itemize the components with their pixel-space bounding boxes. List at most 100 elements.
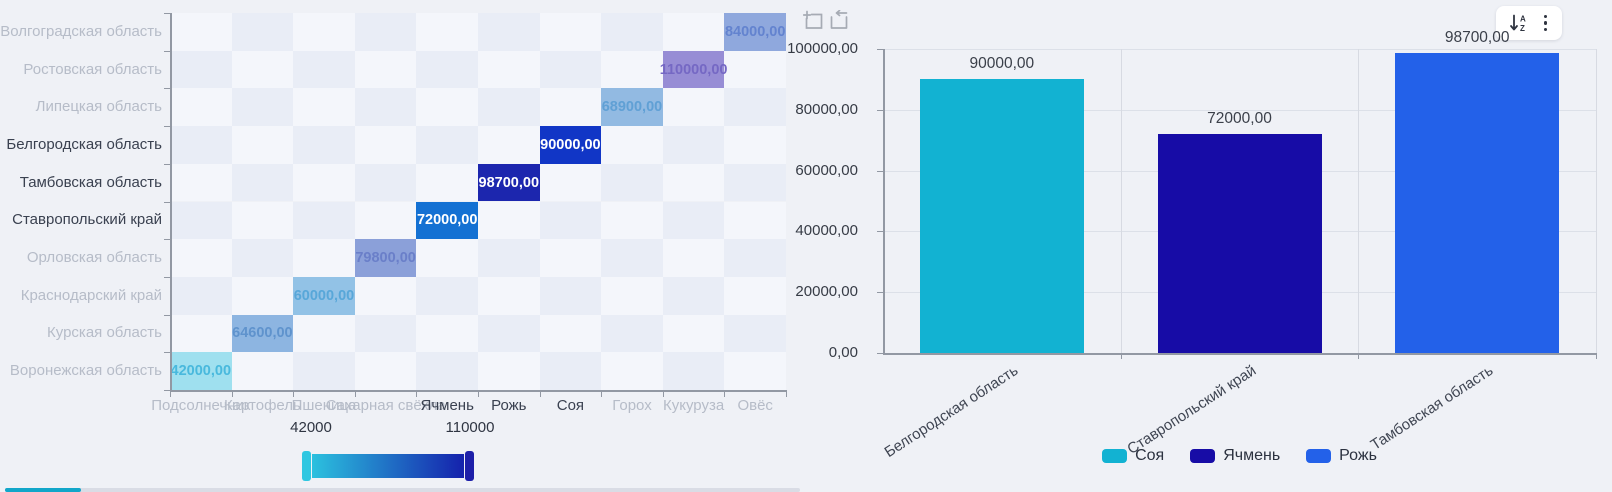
bar-chart-y-tick-label: 20000,00 xyxy=(795,283,858,301)
heatmap-row-label[interactable]: Орловская область xyxy=(26,249,162,267)
bar-chart-x-tick xyxy=(1120,354,1122,359)
heatmap-bg-cell xyxy=(539,314,602,353)
heatmap-bg-cell xyxy=(231,126,294,164)
heatmap-x-tick xyxy=(170,391,171,397)
heatmap-bg-cell xyxy=(231,163,294,202)
heatmap-column-label[interactable]: Сахарная свёкла xyxy=(325,397,446,414)
bar-chart-category-label[interactable]: Ставропольский край xyxy=(1123,362,1259,458)
bar-chart-y-tick-label: 60000,00 xyxy=(795,161,858,179)
bar-chart-category-label[interactable]: Тамбовская область xyxy=(1367,362,1497,454)
heatmap-bg-cell xyxy=(601,239,663,277)
bar-Рожь[interactable] xyxy=(1395,52,1560,353)
heatmap-bg-cell xyxy=(662,239,725,277)
heatmap-bg-cell xyxy=(601,13,663,51)
heatmap-row-label[interactable]: Липецкая область xyxy=(35,98,162,116)
legend-item-Рожь[interactable]: Рожь xyxy=(1306,447,1377,465)
heatmap-bg-cell xyxy=(416,163,478,202)
legend-item-Ячмень[interactable]: Ячмень xyxy=(1190,447,1280,465)
heatmap-bg-cell xyxy=(416,239,478,277)
visualmap-handle-max[interactable] xyxy=(465,451,474,481)
heatmap-bg-cell xyxy=(354,13,417,51)
heatmap-row-label[interactable]: Волгоградская область xyxy=(0,22,162,40)
heatmap-bg-cell xyxy=(539,352,602,390)
heatmap-column-label[interactable]: Соя xyxy=(556,397,585,414)
svg-text:A: A xyxy=(1520,15,1526,24)
heatmap-y-tick xyxy=(164,201,170,203)
heatmap-bg-cell xyxy=(170,88,232,127)
heatmap-bg-cell xyxy=(478,276,540,315)
heatmap-cell[interactable]: 84000,00 xyxy=(724,13,786,51)
heatmap-x-tick xyxy=(662,391,664,397)
heatmap-column-label[interactable]: Кукуруза xyxy=(662,397,725,414)
bar-Ячмень[interactable] xyxy=(1157,134,1322,353)
heatmap-cell[interactable]: 98700,00 xyxy=(478,163,540,202)
heatmap-column-label[interactable]: Пшеница xyxy=(291,397,357,414)
heatmap-column-label[interactable]: Горох xyxy=(612,397,652,414)
bar-chart-y-tick xyxy=(877,231,883,233)
visualmap-handle-min[interactable] xyxy=(302,451,311,481)
heatmap-column-label[interactable]: Овёс xyxy=(737,397,773,414)
heatmap-bg-cell xyxy=(416,314,478,353)
heatmap-bg-cell xyxy=(539,13,602,51)
bar-chart-splitline xyxy=(1120,49,1122,353)
heatmap-bg-cell xyxy=(539,201,602,240)
heatmap-column-label[interactable]: Подсолнечник xyxy=(151,397,251,414)
heatmap-row-label[interactable]: Белгородская область xyxy=(6,135,162,153)
heatmap-bg-cell xyxy=(354,314,417,353)
heatmap-bg-cell xyxy=(478,88,540,127)
heatmap-bg-cell xyxy=(539,88,602,127)
heatmap-cell[interactable]: 110000,00 xyxy=(660,50,727,89)
heatmap-row-label[interactable]: Воронежская область xyxy=(9,362,162,380)
heatmap-column-label[interactable]: Ячмень xyxy=(420,397,474,414)
heatmap-row-label[interactable]: Ростовская область xyxy=(23,60,162,78)
heatmap-cell[interactable]: 64600,00 xyxy=(231,314,294,353)
heatmap-cell[interactable]: 90000,00 xyxy=(539,126,602,164)
heatmap-scrollbar-track[interactable] xyxy=(5,488,800,492)
heatmap-bg-cell xyxy=(724,163,786,202)
heatmap-cell[interactable]: 79800,00 xyxy=(354,239,417,277)
heatmap-y-tick xyxy=(164,239,170,241)
legend-item-Соя[interactable]: Соя xyxy=(1102,447,1164,465)
heatmap-row-label[interactable]: Краснодарский край xyxy=(20,286,162,304)
heatmap-cell[interactable]: 42000,00 xyxy=(170,352,232,390)
heatmap-bg-cell xyxy=(170,13,232,51)
heatmap-bg-cell xyxy=(293,239,355,277)
heatmap-bg-cell xyxy=(416,13,478,51)
bar-value-label: 90000,00 xyxy=(969,55,1035,73)
bar-chart-y-tick-label: 40000,00 xyxy=(795,222,858,240)
heatmap-row-label[interactable]: Курская область xyxy=(47,324,162,342)
heatmap-bg-cell xyxy=(354,163,417,202)
bar-Соя[interactable] xyxy=(919,79,1084,353)
heatmap-x-axis-line xyxy=(170,390,787,392)
kebab-menu-icon[interactable] xyxy=(1542,13,1550,34)
heatmap-bg-cell xyxy=(601,126,663,164)
bar-chart-y-tick-label: 80000,00 xyxy=(795,100,858,118)
heatmap-column-label[interactable]: Картофель xyxy=(223,397,301,414)
heatmap-column-label[interactable]: Рожь xyxy=(491,397,527,414)
heatmap-bg-cell xyxy=(170,163,232,202)
heatmap-row-label[interactable]: Ставропольский край xyxy=(12,211,162,229)
chart-actions-pill: A Z xyxy=(1496,6,1562,40)
heatmap-cell[interactable]: 60000,00 xyxy=(293,276,355,315)
heatmap-row-label[interactable]: Тамбовская область xyxy=(19,173,162,191)
heatmap-bg-cell xyxy=(416,50,478,89)
heatmap-bg-cell xyxy=(539,239,602,277)
heatmap-y-tick xyxy=(164,50,170,52)
bar-chart-x-axis-line xyxy=(883,353,1597,355)
zoom-select-icon[interactable] xyxy=(803,10,825,32)
heatmap-bg-cell xyxy=(293,13,355,51)
bar-chart-splitline xyxy=(1596,49,1597,353)
heatmap-cell[interactable]: 68900,00 xyxy=(601,88,663,127)
heatmap-bg-cell xyxy=(478,50,540,89)
heatmap-bg-cell xyxy=(293,201,355,240)
heatmap-cell[interactable]: 72000,00 xyxy=(416,201,478,240)
heatmap-scrollbar-thumb[interactable] xyxy=(5,488,81,492)
visualmap-gradient-bar[interactable] xyxy=(308,454,468,478)
sort-az-icon[interactable]: A Z xyxy=(1509,13,1529,33)
heatmap-bg-cell xyxy=(662,352,725,390)
heatmap-bg-cell xyxy=(170,276,232,315)
bar-chart-panel: A Z 90000,00 72000,00 98700,00 100000,00 80… xyxy=(787,0,1612,492)
zoom-restore-icon[interactable] xyxy=(828,10,850,32)
heatmap-bg-cell xyxy=(231,88,294,127)
